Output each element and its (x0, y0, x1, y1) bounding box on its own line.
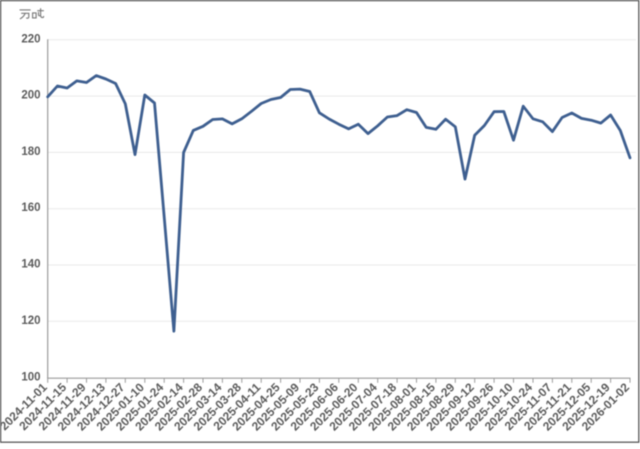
svg-text:140: 140 (21, 259, 40, 271)
svg-text:120: 120 (21, 315, 40, 327)
svg-text:180: 180 (21, 146, 40, 158)
svg-text:100: 100 (21, 372, 40, 384)
svg-text:200: 200 (21, 90, 40, 102)
svg-text:160: 160 (21, 202, 40, 214)
svg-text:220: 220 (21, 33, 40, 45)
